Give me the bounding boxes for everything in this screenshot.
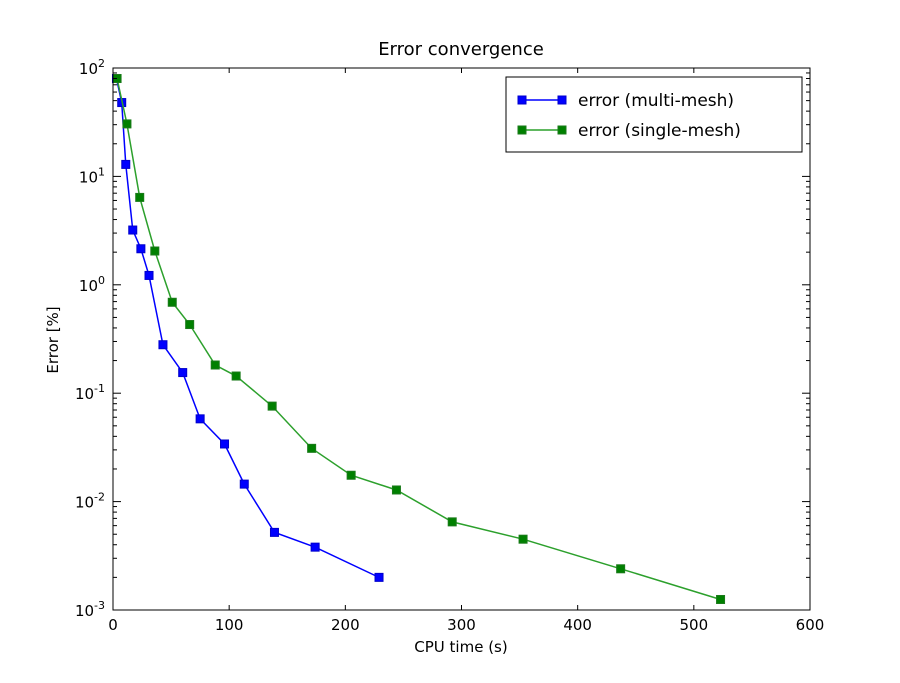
data-point-single-mesh	[185, 320, 195, 330]
x-tick-label: 100	[215, 616, 244, 634]
data-point-multi-mesh	[136, 244, 146, 254]
legend: error (multi-mesh) error (single-mesh)	[505, 76, 803, 153]
data-point-single-mesh	[135, 192, 145, 202]
legend-label-single-mesh: error (single-mesh)	[578, 121, 741, 141]
data-point-single-mesh	[210, 360, 220, 370]
plot-area: 0 100 200 300 400 500 600 102 101 100 10-1 10-2 10-3	[75, 57, 824, 634]
legend-box	[505, 76, 803, 153]
data-point-multi-mesh	[239, 479, 249, 489]
data-point-single-mesh	[122, 119, 132, 129]
data-point-single-mesh	[150, 246, 160, 256]
x-tick-label: 300	[447, 616, 476, 634]
series-line-multi-mesh	[115, 78, 380, 579]
x-tick-label: 0	[108, 616, 118, 634]
y-tick-label: 10-1	[75, 382, 105, 403]
y-tick-label: 10-2	[75, 491, 105, 512]
data-point-single-mesh	[716, 594, 726, 604]
data-point-multi-mesh	[178, 368, 188, 378]
data-point-multi-mesh	[310, 542, 320, 552]
legend-marker-single-mesh	[557, 125, 567, 135]
data-point-multi-mesh	[144, 270, 154, 280]
data-point-multi-mesh	[220, 439, 230, 449]
y-axis-label: Error [%]	[44, 306, 62, 373]
data-point-multi-mesh	[158, 340, 168, 350]
data-point-multi-mesh	[128, 225, 138, 235]
data-point-multi-mesh	[374, 572, 384, 582]
x-axis-label: CPU time (s)	[414, 638, 507, 656]
data-point-multi-mesh	[121, 159, 131, 169]
x-tick-label: 500	[680, 616, 709, 634]
y-tick-label: 10-3	[75, 599, 105, 620]
data-point-single-mesh	[231, 371, 241, 381]
legend-marker-multi-mesh	[557, 95, 567, 105]
y-tick-label: 102	[79, 57, 105, 78]
data-point-single-mesh	[346, 470, 356, 480]
legend-marker-single-mesh	[517, 125, 527, 135]
data-point-single-mesh	[518, 534, 528, 544]
data-point-single-mesh	[391, 485, 401, 495]
data-point-single-mesh	[167, 297, 177, 307]
data-point-single-mesh	[616, 564, 626, 574]
data-point-single-mesh	[307, 443, 317, 453]
chart-title: Error convergence	[378, 39, 544, 60]
data-point-multi-mesh	[269, 527, 279, 537]
series-line-single-mesh	[116, 78, 721, 601]
legend-marker-multi-mesh	[517, 95, 527, 105]
x-tick-label: 400	[563, 616, 592, 634]
x-tick-label: 200	[331, 616, 360, 634]
y-tick-label: 100	[79, 274, 105, 295]
y-tick-label: 101	[79, 165, 105, 186]
data-point-multi-mesh	[195, 414, 205, 424]
legend-label-multi-mesh: error (multi-mesh)	[578, 91, 734, 111]
x-tick-label: 600	[796, 616, 825, 634]
data-point-single-mesh	[267, 401, 277, 411]
data-point-single-mesh	[447, 517, 457, 527]
